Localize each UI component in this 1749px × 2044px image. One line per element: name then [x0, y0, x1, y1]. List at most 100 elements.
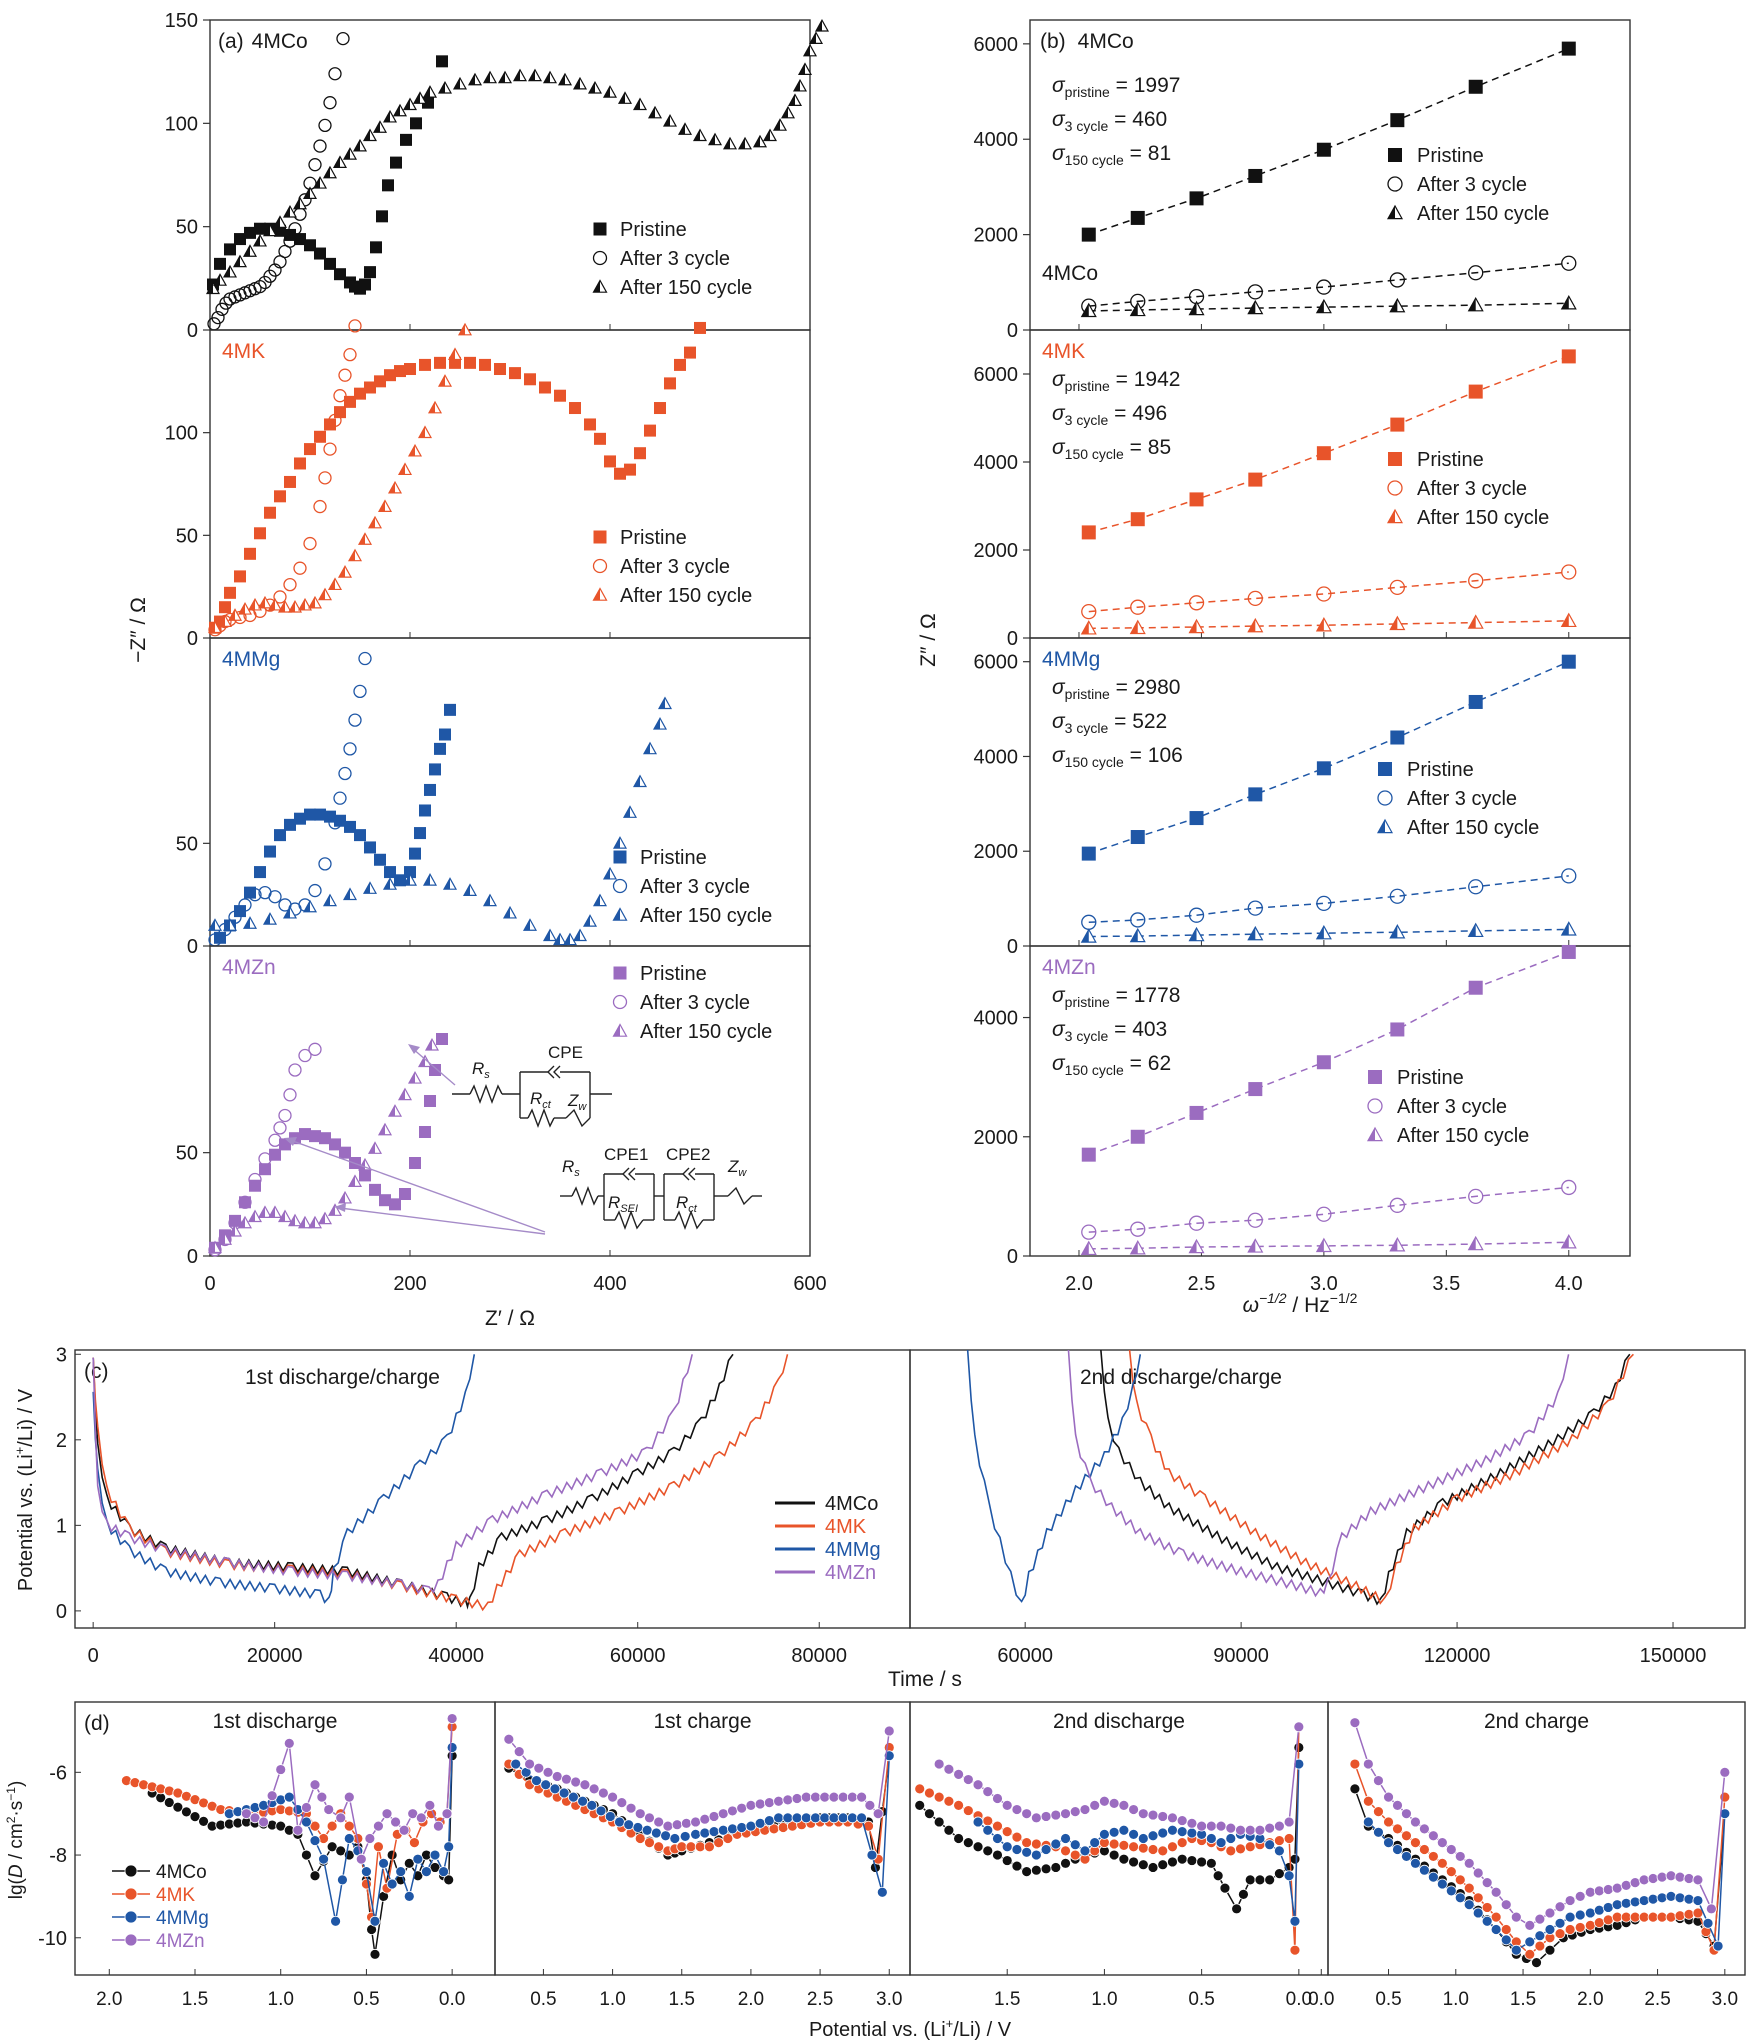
data-point-pristine: [1248, 472, 1263, 487]
data-point: [1554, 1917, 1566, 1929]
data-point: [1030, 1849, 1042, 1861]
legend-label: 4MK: [156, 1885, 195, 1906]
legend-label: Pristine: [1397, 1067, 1464, 1089]
data-point: [301, 1849, 312, 1861]
sigma-value: 522: [1132, 710, 1167, 733]
data-point-pristine: [214, 257, 226, 270]
plot-frame: [1327, 1701, 1746, 1976]
legend-label: After 3 cycle: [620, 248, 730, 270]
data-point-pristine: [384, 369, 396, 382]
sigma-value: 1942: [1134, 368, 1181, 391]
plot-title: 2nd discharge: [1053, 1710, 1185, 1733]
data-point: [1445, 1844, 1457, 1855]
subpanel-name: 4MK: [222, 340, 265, 363]
data-point: [1011, 1804, 1023, 1815]
data-point: [872, 1808, 884, 1820]
y-tick-label: 3: [56, 1344, 67, 1366]
data-point: [1157, 1859, 1169, 1871]
legend-marker: [124, 1864, 138, 1878]
data-point: [662, 1820, 674, 1832]
data-point-pristine: [390, 156, 402, 169]
data-point: [1289, 1915, 1301, 1927]
series-tag: 4MCo: [1042, 262, 1098, 285]
data-point: [1410, 1816, 1421, 1828]
marker-triangle-half: [254, 235, 260, 246]
data-point: [1683, 1873, 1695, 1884]
data-point-cycle3: [333, 791, 347, 805]
data-point: [1410, 1837, 1421, 1849]
series-line-4MMg-second: [966, 1350, 1142, 1603]
data-point: [1574, 1922, 1586, 1933]
data-point: [1362, 1816, 1374, 1828]
marker-triangle-half: [574, 929, 580, 941]
data-point-cycle3: [336, 31, 350, 46]
data-point: [1611, 1882, 1623, 1894]
fit-line-cycle150: [1088, 1241, 1569, 1250]
data-point: [1564, 1924, 1576, 1935]
data-point-pristine: [479, 358, 491, 371]
sigma-value: 106: [1148, 744, 1183, 767]
data-point: [1099, 1828, 1110, 1840]
data-point: [972, 1779, 984, 1791]
data-point: [1544, 1924, 1556, 1935]
arrow: [339, 1207, 546, 1235]
data-point-cycle3: [308, 883, 322, 898]
data-point: [962, 1837, 974, 1849]
marker-triangle-half: [1468, 615, 1476, 629]
legend-marker-pristine: [593, 222, 607, 236]
arrow-head: [334, 1203, 346, 1212]
y-tick-label: 50: [176, 1143, 198, 1165]
data-point-pristine: [284, 818, 296, 831]
data-point: [1392, 1800, 1403, 1811]
data-point-pristine: [294, 812, 306, 825]
data-point: [181, 1806, 192, 1818]
data-point: [1030, 1812, 1042, 1824]
data-point-cycle3: [1247, 1212, 1263, 1228]
data-point: [1410, 1857, 1421, 1869]
panel-label: (d): [84, 1712, 110, 1735]
data-point: [1510, 1944, 1522, 1956]
data-point: [1419, 1864, 1430, 1876]
x-tick-label: 0.0: [1286, 1989, 1312, 2010]
data-point: [378, 1857, 389, 1869]
marker-triangle-half: [1468, 1237, 1476, 1250]
data-point: [513, 1746, 525, 1758]
data-point-cycle3: [323, 96, 337, 110]
marker-triangle-half: [344, 888, 350, 900]
panel-a: 0 50 100 150 (a) 4MCo Pristine After 3 cycle Aft…: [127, 10, 830, 1330]
sigma-symbol: σ: [1052, 368, 1066, 391]
data-point: [1254, 1874, 1266, 1886]
subpanel-d-2: 0.5 1.0 1.5 2.0 2.5 3.0 1st charge: [494, 1701, 911, 2010]
marker-triangle-half: [329, 578, 335, 590]
y-tick-label: 4000: [974, 1008, 1019, 1030]
legend-marker: [124, 1933, 138, 1947]
legend-label: Pristine: [640, 847, 707, 869]
data-point: [1235, 1824, 1246, 1836]
data-point-pristine: [1390, 113, 1405, 128]
sigma-subscript: 150 cycle: [1065, 754, 1124, 770]
data-point: [1157, 1811, 1169, 1822]
data-point: [386, 1878, 398, 1890]
cpe-symbol: [688, 1167, 696, 1181]
legend-label: 4MMg: [156, 1908, 209, 1929]
data-point: [632, 1822, 644, 1833]
marker-triangle-half: [544, 929, 550, 941]
plot-title: 1st discharge/charge: [245, 1366, 440, 1389]
data-point-pristine: [1081, 525, 1096, 540]
marker-triangle-half: [604, 86, 610, 98]
data-point: [1050, 1862, 1062, 1873]
x-tick-label: 1.0: [1443, 1989, 1469, 2010]
data-point: [685, 1841, 697, 1853]
marker-triangle-half: [394, 104, 400, 116]
y-tick-label: -8: [49, 1845, 67, 1867]
data-point: [163, 1797, 175, 1808]
data-point-cycle3: [308, 1042, 322, 1056]
data-point: [429, 1849, 441, 1861]
series-line-4MZn-second: [1067, 1350, 1570, 1598]
data-point: [1436, 1878, 1448, 1890]
data-point-pristine: [1561, 41, 1576, 56]
data-point: [533, 1762, 545, 1774]
marker-triangle-half: [1388, 206, 1395, 219]
data-point: [1001, 1826, 1013, 1838]
marker-triangle-half: [314, 177, 320, 189]
